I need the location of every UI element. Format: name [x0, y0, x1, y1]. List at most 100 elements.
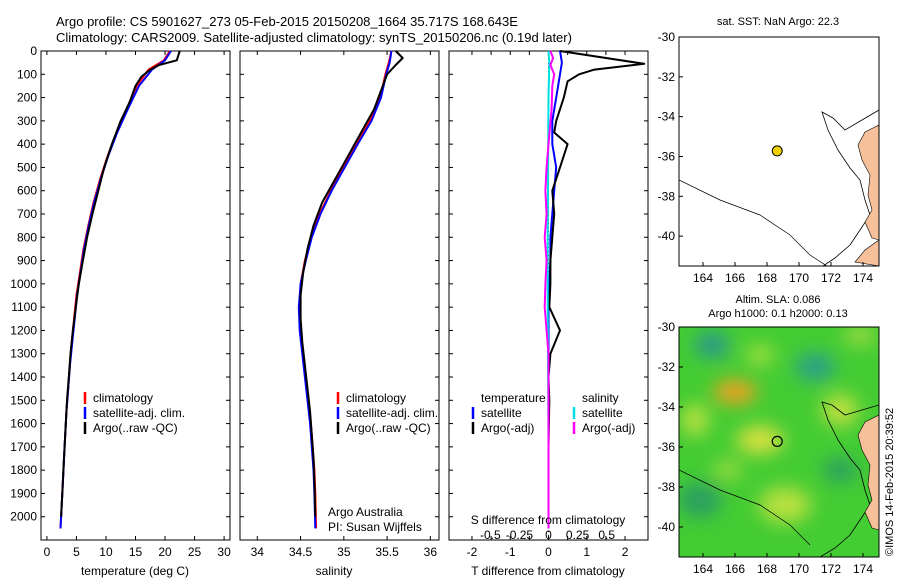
y-tick-label: 1800	[10, 463, 37, 477]
coast-outline	[819, 401, 879, 557]
s-tick-label: 0.5	[598, 528, 615, 542]
legend-label-satellite: satellite-adj. clim.	[93, 406, 185, 420]
map-y-tick-label: -40	[658, 520, 676, 534]
x-tick-label: 36	[424, 545, 438, 559]
x-tick-label: 35	[337, 545, 351, 559]
difference-panel: -2 -1 0 1 2 T difference from climatology S …	[448, 50, 649, 578]
sst-map: sat. SST: NaN Argo: 22.3 164 166 168 170 172…	[658, 16, 880, 285]
y-tick-label: 400	[17, 137, 37, 151]
map-y-tick-label: -30	[658, 30, 676, 44]
legend-label-argo: Argo(..raw -QC)	[93, 421, 178, 435]
y-tick-label: 1900	[10, 486, 37, 500]
series-line-s-argo-adj-	[543, 50, 556, 529]
legend-label-climatology: climatology	[93, 391, 153, 405]
series-line-argo-raw-qc-	[299, 50, 404, 517]
map-x-tick-label: 170	[789, 271, 809, 285]
map-y-tick-label: -36	[658, 440, 676, 454]
depth-axis: 0 100 200 300 400 500 600 700 800 900 1000 1100 1200…	[10, 44, 648, 524]
map-x-tick-label: 164	[693, 271, 713, 285]
difference-profiles	[543, 50, 646, 529]
x-tick-label: 1	[583, 545, 590, 559]
title-line-2: Climatology: CARS2009. Satellite-adjuste…	[56, 30, 572, 45]
y-tick-label: 1100	[11, 300, 37, 314]
x-tick-label: 34	[251, 545, 265, 559]
sst-map-title: sat. SST: NaN Argo: 22.3	[717, 16, 839, 28]
sst-map-axes: 164 166 168 170 172 174 -30 -32 -34 -36 -38 -40	[658, 30, 874, 285]
map-y-tick-label: -38	[658, 189, 676, 203]
temperature-plot-frame	[40, 50, 231, 541]
legend-temperature-title: temperature	[481, 391, 546, 405]
s-tick-label: 0.25	[566, 528, 590, 542]
temperature-x-axis: 0 5 10 15 20 25 30	[44, 51, 231, 559]
sst-map-land	[679, 109, 879, 266]
salinity-xlabel: salinity	[316, 564, 353, 578]
map-x-tick-label: 168	[757, 271, 777, 285]
salinity-x-axis: 34 34.5 35 35.5 36	[251, 51, 438, 559]
map-y-tick-label: -32	[658, 70, 676, 84]
map-y-tick-label: -34	[658, 110, 676, 124]
isobath-line	[679, 179, 828, 266]
credit-line-2: PI: Susan Wijffels	[328, 520, 422, 534]
y-tick-label: 200	[17, 91, 37, 105]
land-north-island	[857, 414, 879, 531]
legend-label-t-satellite: satellite	[481, 406, 522, 420]
land-south	[854, 239, 879, 266]
y-tick-label: 500	[17, 160, 37, 174]
sla-map-title-1: Altim. SLA: 0.086	[736, 294, 821, 306]
y-tick-label: 1200	[10, 323, 37, 337]
y-tick-label: 800	[17, 230, 37, 244]
float-position-marker	[771, 435, 783, 447]
sla-map-frame	[678, 326, 880, 558]
map-x-tick-label: 170	[789, 562, 809, 576]
isobath-line	[679, 469, 811, 546]
difference-x-axis: -2 -1 0 1 2	[467, 51, 629, 559]
map-x-tick-label: 168	[757, 562, 777, 576]
series-line-argo-raw-qc-	[60, 50, 181, 517]
temperature-legend: climatology satellite-adj. clim. Argo(..…	[83, 391, 185, 435]
x-tick-label: 0	[44, 545, 51, 559]
x-tick-label: 25	[188, 545, 202, 559]
salinity-legend: climatology satellite-adj. clim. Argo(..…	[336, 391, 438, 435]
legend-label-t-argo: Argo(-adj)	[481, 421, 534, 435]
y-tick-label: 2000	[10, 510, 37, 524]
x-tick-label: 15	[129, 545, 143, 559]
y-tick-label: 1700	[10, 440, 37, 454]
float-position-marker	[771, 145, 783, 157]
sla-map-axes: 164 166 168 170 172 174 -30 -32 -34 -36 -38 -40	[658, 320, 874, 576]
temperature-panel: 0100200300400500600700800900100011001200…	[10, 44, 648, 578]
sst-map-frame	[678, 36, 880, 267]
x-tick-label: 20	[158, 545, 172, 559]
series-line-t-argo-adj-	[547, 50, 646, 529]
y-tick-label: 0	[30, 44, 37, 58]
credit-line-1: Argo Australia	[328, 505, 403, 519]
y-tick-label: 700	[17, 207, 37, 221]
legend-label-satellite: satellite-adj. clim.	[346, 406, 438, 420]
map-x-tick-label: 164	[693, 562, 713, 576]
y-tick-label: 1400	[10, 370, 37, 384]
temperature-profiles	[59, 50, 181, 529]
land-north-island	[857, 124, 879, 241]
x-tick-label: -1	[505, 545, 516, 559]
legend-salinity-title: salinity	[582, 391, 619, 405]
salinity-plot-frame	[239, 50, 440, 541]
legend-label-s-argo: Argo(-adj)	[582, 421, 635, 435]
legend-label-climatology: climatology	[346, 391, 406, 405]
map-y-tick-label: -36	[658, 149, 676, 163]
map-y-tick-label: -40	[658, 229, 676, 243]
map-x-tick-label: 172	[821, 562, 841, 576]
legend-label-argo: Argo(..raw -QC)	[346, 421, 431, 435]
salinity-difference-ticks: -0.5 -0.25 0 0.25 0.5	[480, 528, 615, 542]
map-x-tick-label: 166	[725, 271, 745, 285]
map-y-tick-label: -30	[658, 320, 676, 334]
y-tick-label: 1500	[10, 393, 37, 407]
y-tick-label: 100	[17, 67, 37, 81]
x-tick-label: 10	[99, 545, 113, 559]
y-tick-label: 1000	[10, 277, 37, 291]
y-tick-label: 600	[17, 184, 37, 198]
x-tick-label: 0	[545, 545, 552, 559]
x-tick-label: 30	[217, 545, 231, 559]
map-x-tick-label: 166	[725, 562, 745, 576]
y-tick-label: 1300	[10, 347, 37, 361]
map-y-tick-label: -34	[658, 400, 676, 414]
